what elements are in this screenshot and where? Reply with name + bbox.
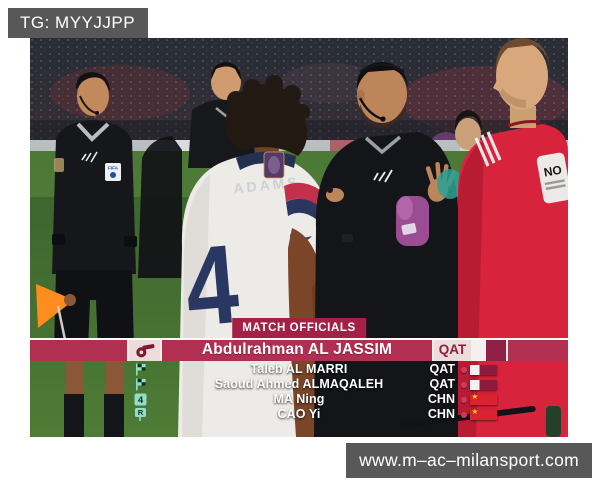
- official-row: Saoud Ahmed ALMAQALEH QAT: [30, 377, 568, 392]
- broadcast-video-frame: FIFA: [30, 38, 568, 437]
- qatar-flag: [473, 340, 506, 361]
- referee-name: Abdulrahman AL JASSIM: [162, 340, 432, 361]
- no-discrimination-armband: NO: [536, 152, 568, 204]
- official-row: Taleb AL MARRI QAT: [30, 362, 568, 377]
- svg-text:NO: NO: [543, 163, 563, 180]
- headset-mic: [358, 97, 383, 121]
- official-partial: [138, 136, 182, 278]
- assistant-referee-flag-icon: [134, 378, 147, 392]
- fourth-official-icon: 4: [134, 393, 147, 407]
- official-country-code: CHN: [427, 407, 455, 421]
- official-name: CAO Yi: [277, 407, 321, 421]
- official-name: Taleb AL MARRI: [250, 362, 348, 376]
- official-row: R CAO Yi CHN ★: [30, 407, 568, 422]
- qatar-flag-white-band: [473, 340, 486, 361]
- match-officials-panel-title: MATCH OFFICIALS: [232, 318, 366, 338]
- boom-microphone: [396, 196, 429, 246]
- china-flag-star: ★: [471, 406, 479, 416]
- tg-watermark: TG: MYYJJPP: [8, 8, 149, 38]
- referee-banner: Abdulrahman AL JASSIM QAT: [30, 338, 568, 361]
- bullet-dot: [461, 397, 467, 403]
- official-name: Saoud Ahmed ALMAQALEH: [214, 377, 384, 391]
- china-flag-star: ★: [471, 391, 479, 401]
- svg-text:4: 4: [138, 395, 144, 406]
- official-name: MA Ning: [273, 392, 325, 406]
- qatar-flag-maroon-band: [485, 340, 506, 361]
- official-row: 4 MA Ning CHN ★: [30, 392, 568, 407]
- banner-right-segment: [508, 340, 568, 361]
- bullet-dot: [461, 367, 467, 373]
- bullet-dot: [461, 382, 467, 388]
- website-watermark: www.m–ac–milansport.com: [346, 443, 592, 478]
- world-cup-sleeve-badge: [263, 151, 285, 179]
- official-country-code: QAT: [429, 377, 455, 391]
- official-country-code: QAT: [429, 362, 455, 376]
- officials-list: Taleb AL MARRI QAT Saoud Ahmed ALMAQALEH…: [30, 362, 568, 422]
- shirt-name-text: ADAMS: [233, 174, 301, 197]
- assistant-referee-flag-icon: [134, 363, 147, 377]
- svg-text:FIFA: FIFA: [108, 166, 119, 171]
- player-hair: [225, 75, 310, 156]
- banner-left-segment: [30, 340, 127, 361]
- qatar-flag: [470, 364, 497, 375]
- whistle-icon: [129, 340, 160, 361]
- qatar-flag: [470, 379, 497, 390]
- assistant-referee-left: FIFA: [36, 72, 137, 437]
- reserve-assistant-referee-icon: R: [134, 408, 147, 422]
- teal-figure: [437, 169, 463, 199]
- official-country-code: CHN: [427, 392, 455, 406]
- bullet-dot: [461, 412, 467, 418]
- referee-country-code: QAT: [434, 340, 471, 361]
- fifa-badge: FIFA: [105, 163, 121, 181]
- svg-text:R: R: [138, 408, 144, 417]
- person-background: [454, 110, 482, 150]
- boom-pole: [401, 405, 536, 428]
- china-flag: ★: [470, 391, 497, 405]
- china-flag: ★: [470, 406, 497, 420]
- adidas-shoulder-stripes: [474, 131, 502, 167]
